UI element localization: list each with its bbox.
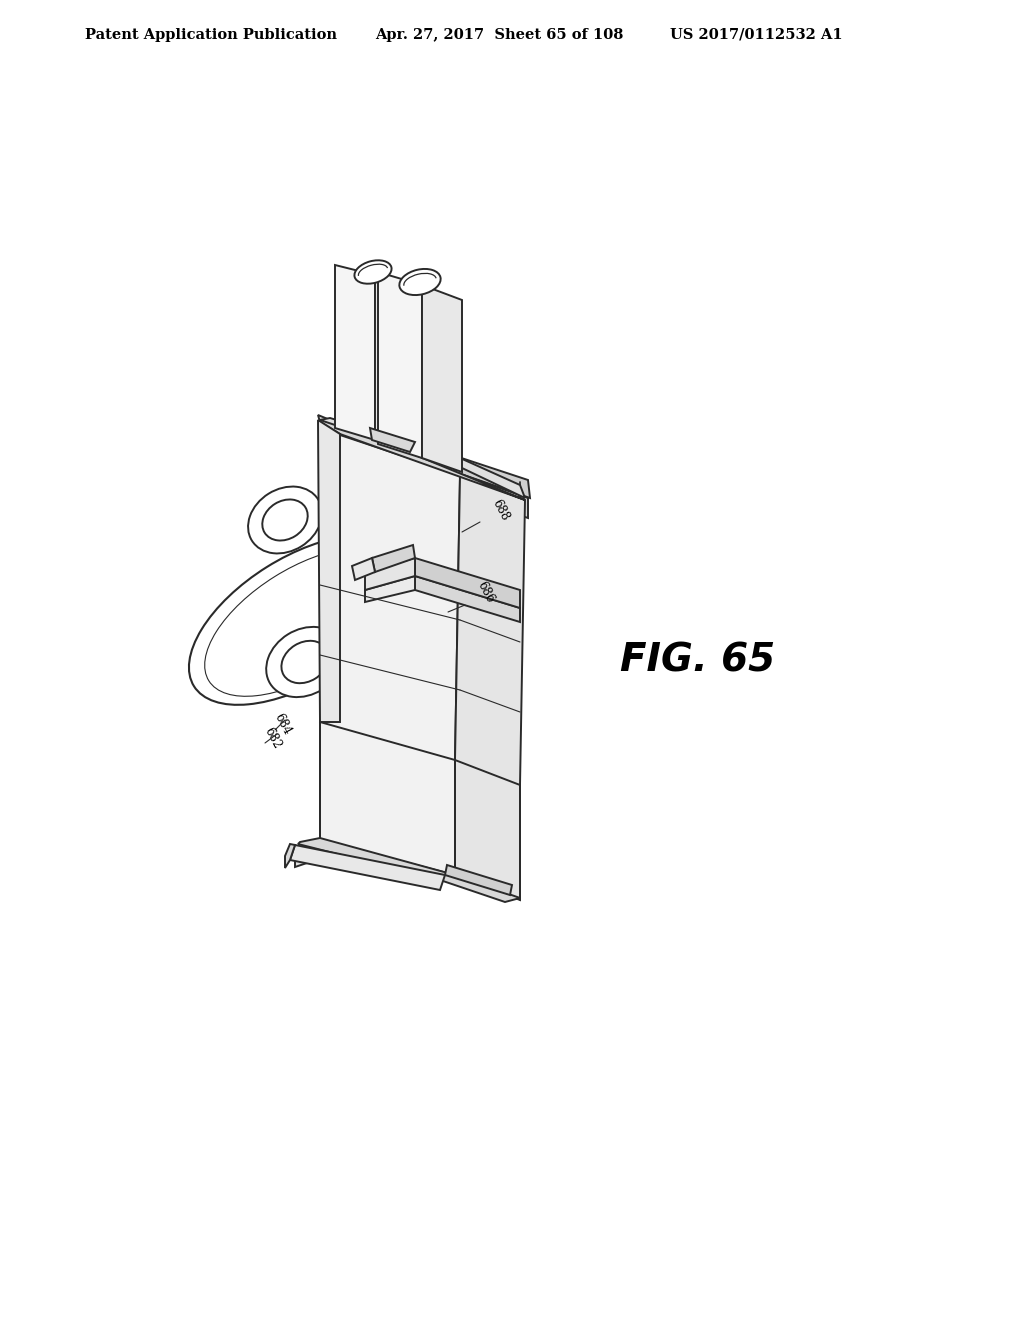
Polygon shape [335, 265, 375, 440]
Polygon shape [372, 545, 415, 572]
Polygon shape [445, 865, 512, 895]
Polygon shape [378, 272, 422, 458]
Polygon shape [352, 558, 375, 579]
Ellipse shape [354, 260, 391, 284]
Polygon shape [455, 758, 520, 900]
Text: Patent Application Publication: Patent Application Publication [85, 28, 337, 42]
Polygon shape [415, 558, 520, 609]
Text: Apr. 27, 2017  Sheet 65 of 108: Apr. 27, 2017 Sheet 65 of 108 [375, 28, 624, 42]
Polygon shape [415, 576, 520, 622]
Text: 686: 686 [475, 579, 497, 605]
Polygon shape [370, 428, 415, 451]
Polygon shape [365, 576, 415, 602]
Ellipse shape [189, 535, 411, 705]
Text: US 2017/0112532 A1: US 2017/0112532 A1 [670, 28, 843, 42]
Polygon shape [368, 430, 415, 458]
Polygon shape [360, 447, 415, 475]
Polygon shape [406, 458, 528, 517]
Ellipse shape [205, 548, 401, 696]
Polygon shape [375, 275, 410, 451]
Ellipse shape [262, 499, 307, 540]
Polygon shape [319, 418, 525, 498]
Text: 684: 684 [272, 711, 294, 737]
Text: 682: 682 [262, 725, 284, 751]
Polygon shape [422, 285, 462, 473]
Polygon shape [285, 843, 295, 869]
Polygon shape [318, 420, 340, 722]
Ellipse shape [399, 269, 440, 296]
Polygon shape [319, 719, 455, 875]
Polygon shape [318, 414, 525, 500]
Text: FIG. 65: FIG. 65 [620, 642, 775, 678]
Polygon shape [413, 442, 530, 498]
Ellipse shape [282, 640, 329, 684]
Text: 688: 688 [490, 498, 512, 523]
Polygon shape [319, 436, 460, 760]
Ellipse shape [266, 627, 344, 697]
Polygon shape [290, 845, 445, 890]
Polygon shape [298, 838, 520, 902]
Polygon shape [295, 850, 310, 867]
Ellipse shape [248, 487, 322, 553]
Polygon shape [455, 475, 525, 785]
Polygon shape [365, 558, 415, 590]
